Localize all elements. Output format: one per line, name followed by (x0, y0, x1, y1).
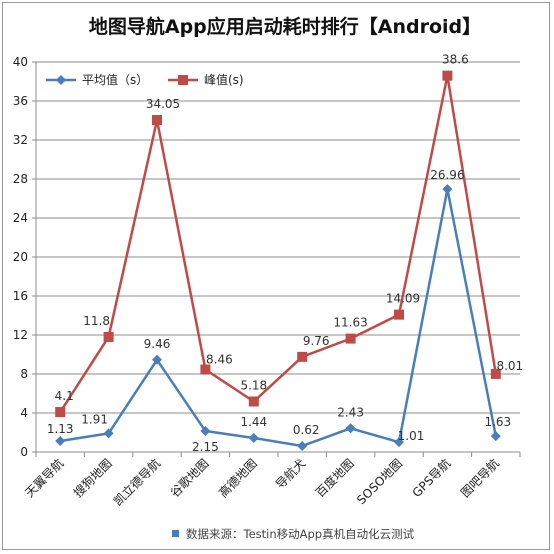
legend-marker (56, 75, 66, 85)
y-tick-label: 40 (13, 55, 28, 69)
y-tick-label: 0 (20, 445, 28, 459)
data-label: 8.46 (206, 353, 233, 367)
y-tick-label: 4 (20, 406, 28, 420)
x-tick-label: 高德地图 (215, 456, 260, 501)
data-label: 1.44 (240, 415, 267, 429)
y-tick-label: 24 (13, 211, 28, 225)
data-label: 5.18 (240, 378, 267, 392)
data-point-marker (297, 351, 308, 362)
y-tick-label: 8 (20, 367, 28, 381)
chart-title: 地图导航App应用启动耗时排行【Android】 (89, 15, 481, 38)
data-point-marker (394, 437, 404, 448)
y-tick-label: 32 (13, 133, 28, 147)
source-note: 数据来源：Testin移动App真机自动化云测试 (186, 527, 415, 541)
data-label: 34.05 (146, 97, 180, 111)
data-point-marker (55, 435, 66, 446)
data-label: 2.43 (337, 405, 364, 419)
data-point-marker (248, 396, 259, 407)
data-point-marker (345, 333, 356, 344)
x-tick-label: 百度地图 (312, 456, 357, 501)
data-label: 14.09 (386, 292, 420, 306)
data-point-marker (55, 407, 66, 418)
data-label: 11.63 (333, 316, 367, 330)
x-tick-label: 搜狗地图 (70, 456, 115, 501)
data-point-marker (442, 184, 453, 195)
data-point-marker (103, 428, 114, 439)
data-label: 9.76 (303, 334, 330, 348)
series-line (59, 74, 498, 413)
y-tick-label: 16 (13, 289, 28, 303)
x-tick-label: SOSO地图 (354, 456, 405, 507)
data-point-marker (200, 364, 211, 375)
x-tick-label: GPS导航 (409, 456, 454, 501)
data-label: 4.1 (55, 389, 74, 403)
data-label: 2.15 (192, 440, 219, 454)
data-point-marker (200, 426, 211, 437)
data-label: 0.62 (293, 423, 320, 437)
data-label: 26.96 (430, 168, 464, 182)
data-point-marker (152, 115, 162, 126)
source-marker (172, 530, 179, 537)
y-tick-label: 28 (13, 172, 28, 186)
data-point-marker (103, 331, 114, 342)
y-tick-label: 12 (13, 328, 28, 342)
x-tick-label: 导航犬 (272, 456, 308, 492)
data-point-marker (490, 431, 501, 442)
data-point-marker (152, 354, 162, 365)
data-label: 38.6 (442, 53, 469, 67)
x-tick-label: 凯立德导航 (110, 456, 163, 509)
data-label: 11.8 (83, 314, 110, 328)
series-line (60, 187, 498, 448)
data-point-marker (248, 432, 259, 443)
x-tick-label: 天翼导航 (22, 456, 67, 501)
legend-label: 平均值（s） (82, 72, 148, 87)
data-label: 1.63 (484, 415, 511, 429)
legend-marker (178, 75, 188, 85)
data-point-marker (490, 368, 501, 379)
data-point-marker (345, 423, 356, 434)
legend-label: 峰值(s) (204, 72, 244, 87)
x-tick-label: 图吧导航 (457, 456, 502, 501)
y-tick-label: 36 (13, 94, 28, 108)
data-point-marker (297, 440, 308, 451)
data-point-marker (442, 70, 453, 81)
data-point-marker (394, 309, 404, 320)
data-label: 1.01 (398, 429, 425, 443)
data-label: 1.13 (47, 422, 74, 436)
data-label: 8.01 (496, 359, 523, 373)
data-label: 9.46 (144, 337, 171, 351)
data-label: 1.91 (81, 412, 108, 426)
y-tick-label: 20 (13, 250, 28, 264)
chart-frame (2, 2, 550, 550)
x-tick-label: 谷歌地图 (167, 456, 212, 501)
